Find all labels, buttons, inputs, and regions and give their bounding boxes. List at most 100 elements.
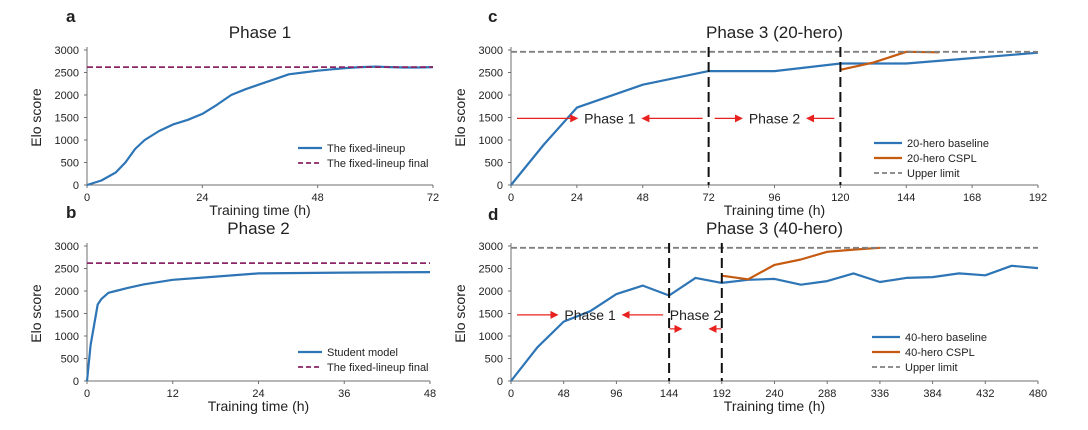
x-tick-label: 48 — [558, 388, 570, 400]
x-tick-label: 0 — [508, 388, 514, 400]
x-tick-label: 0 — [84, 192, 90, 204]
chart-legend: The fixed-lineup The fixed-lineup final — [298, 143, 429, 170]
x-tick-label: 192 — [1029, 192, 1047, 204]
panel-letter-b: b — [66, 203, 76, 222]
y-tick-label: 500 — [485, 354, 503, 366]
y-tick-label: 1500 — [55, 309, 79, 321]
chart-title: Phase 3 (40-hero) — [706, 219, 843, 238]
legend-label: Student model — [327, 347, 398, 359]
x-tick-label: 192 — [713, 388, 731, 400]
y-tick-label: 500 — [61, 354, 79, 366]
series-line — [840, 50, 940, 71]
y-tick-label: 1500 — [479, 309, 503, 321]
y-tick-label: 1000 — [55, 331, 79, 343]
chart-title: Phase 3 (20-hero) — [706, 23, 843, 42]
chart-panel-c: Phase 3 (20-hero) 0 500 1000 1500 2000 2500 300… — [452, 23, 1047, 218]
y-tick-label: 500 — [61, 158, 79, 170]
y-tick-label: 2000 — [479, 286, 503, 298]
y-tick-label: 1000 — [479, 135, 503, 147]
x-tick-label: 0 — [508, 192, 514, 204]
chart-legend: 20-hero baseline 20-hero CSPL Upper limit — [874, 138, 989, 180]
x-tick-label: 432 — [976, 388, 994, 400]
panel-letter-d: d — [488, 205, 498, 224]
legend-label: The fixed-lineup final — [327, 362, 429, 374]
legend-label: 40-hero CSPL — [905, 347, 975, 359]
y-tick-label: 2500 — [55, 264, 79, 276]
x-axis-label: Training time (h) — [209, 202, 310, 218]
chart-legend: 40-hero baseline 40-hero CSPL Upper limit — [872, 332, 987, 374]
y-tick-label: 1500 — [479, 113, 503, 125]
phase-annotation: Phase 1 — [584, 110, 636, 126]
y-tick-label: 2500 — [479, 68, 503, 80]
x-tick-label: 144 — [660, 388, 678, 400]
x-tick-label: 24 — [571, 192, 583, 204]
phase-annotation: Phase 2 — [670, 307, 722, 323]
x-tick-label: 72 — [703, 192, 715, 204]
series-line — [721, 246, 880, 281]
y-tick-label: 0 — [73, 180, 79, 192]
x-tick-label: 48 — [637, 192, 649, 204]
legend-label: Upper limit — [907, 168, 960, 180]
legend-label: 40-hero baseline — [905, 332, 987, 344]
legend-label: The fixed-lineup final — [327, 158, 429, 170]
y-tick-label: 3000 — [479, 241, 503, 253]
x-tick-label: 96 — [768, 192, 780, 204]
x-tick-label: 336 — [871, 388, 889, 400]
y-tick-label: 2000 — [55, 286, 79, 298]
y-tick-label: 2500 — [55, 68, 79, 80]
series-line — [510, 264, 1039, 382]
series-line — [85, 271, 431, 382]
y-tick-label: 0 — [73, 376, 79, 388]
panel-letter-a: a — [66, 7, 76, 26]
x-tick-label: 480 — [1029, 388, 1047, 400]
phase-annotation: Phase 1 — [564, 307, 616, 323]
y-tick-label: 1500 — [55, 113, 79, 125]
legend-label: 20-hero CSPL — [907, 153, 977, 165]
y-tick-label: 2000 — [55, 90, 79, 102]
y-tick-label: 0 — [497, 180, 503, 192]
x-tick-label: 288 — [818, 388, 836, 400]
y-tick-label: 3000 — [55, 241, 79, 253]
y-tick-label: 500 — [485, 158, 503, 170]
y-tick-label: 2000 — [479, 90, 503, 102]
chart-panel-d: Phase 3 (40-hero) 0 500 1000 1500 2000 2500 300… — [452, 219, 1047, 414]
x-tick-label: 144 — [897, 192, 915, 204]
legend-label: Upper limit — [905, 362, 958, 374]
chart-panel-b: Phase 2 0 500 1000 1500 2000 2500 3000 0 12 24 36 48… — [28, 219, 436, 414]
y-axis-label: Elo score — [28, 88, 44, 147]
chart-title: Phase 1 — [229, 23, 291, 42]
y-axis-label: Elo score — [452, 88, 468, 147]
x-tick-label: 96 — [610, 388, 622, 400]
legend-label: The fixed-lineup — [327, 143, 405, 155]
x-tick-label: 168 — [963, 192, 981, 204]
y-tick-label: 0 — [497, 376, 503, 388]
panel-letter-c: c — [488, 7, 497, 26]
chart-title: Phase 2 — [227, 219, 289, 238]
series-line — [86, 65, 434, 187]
y-tick-label: 1000 — [55, 135, 79, 147]
x-axis-label: Training time (h) — [724, 398, 825, 414]
x-axis-label: Training time (h) — [724, 202, 825, 218]
series-line — [510, 51, 1039, 186]
x-tick-label: 0 — [84, 388, 90, 400]
x-axis-label: Training time (h) — [208, 398, 309, 414]
y-axis-label: Elo score — [28, 284, 44, 343]
x-tick-label: 48 — [424, 388, 436, 400]
x-tick-label: 24 — [196, 192, 208, 204]
chart-legend: Student model The fixed-lineup final — [298, 347, 429, 374]
y-axis-label: Elo score — [452, 284, 468, 343]
x-tick-label: 12 — [167, 388, 179, 400]
x-tick-label: 240 — [765, 388, 783, 400]
y-tick-label: 2500 — [479, 264, 503, 276]
y-tick-label: 3000 — [55, 45, 79, 57]
x-tick-label: 24 — [252, 388, 264, 400]
x-tick-label: 72 — [427, 192, 439, 204]
x-tick-label: 36 — [338, 388, 350, 400]
y-tick-label: 1000 — [479, 331, 503, 343]
y-tick-label: 3000 — [479, 45, 503, 57]
legend-label: 20-hero baseline — [907, 138, 989, 150]
chart-panel-a: Phase 1 0 500 1000 1500 2000 2500 3000 0 24 48 72 Tr… — [28, 23, 439, 218]
x-tick-label: 48 — [312, 192, 324, 204]
x-tick-label: 120 — [831, 192, 849, 204]
